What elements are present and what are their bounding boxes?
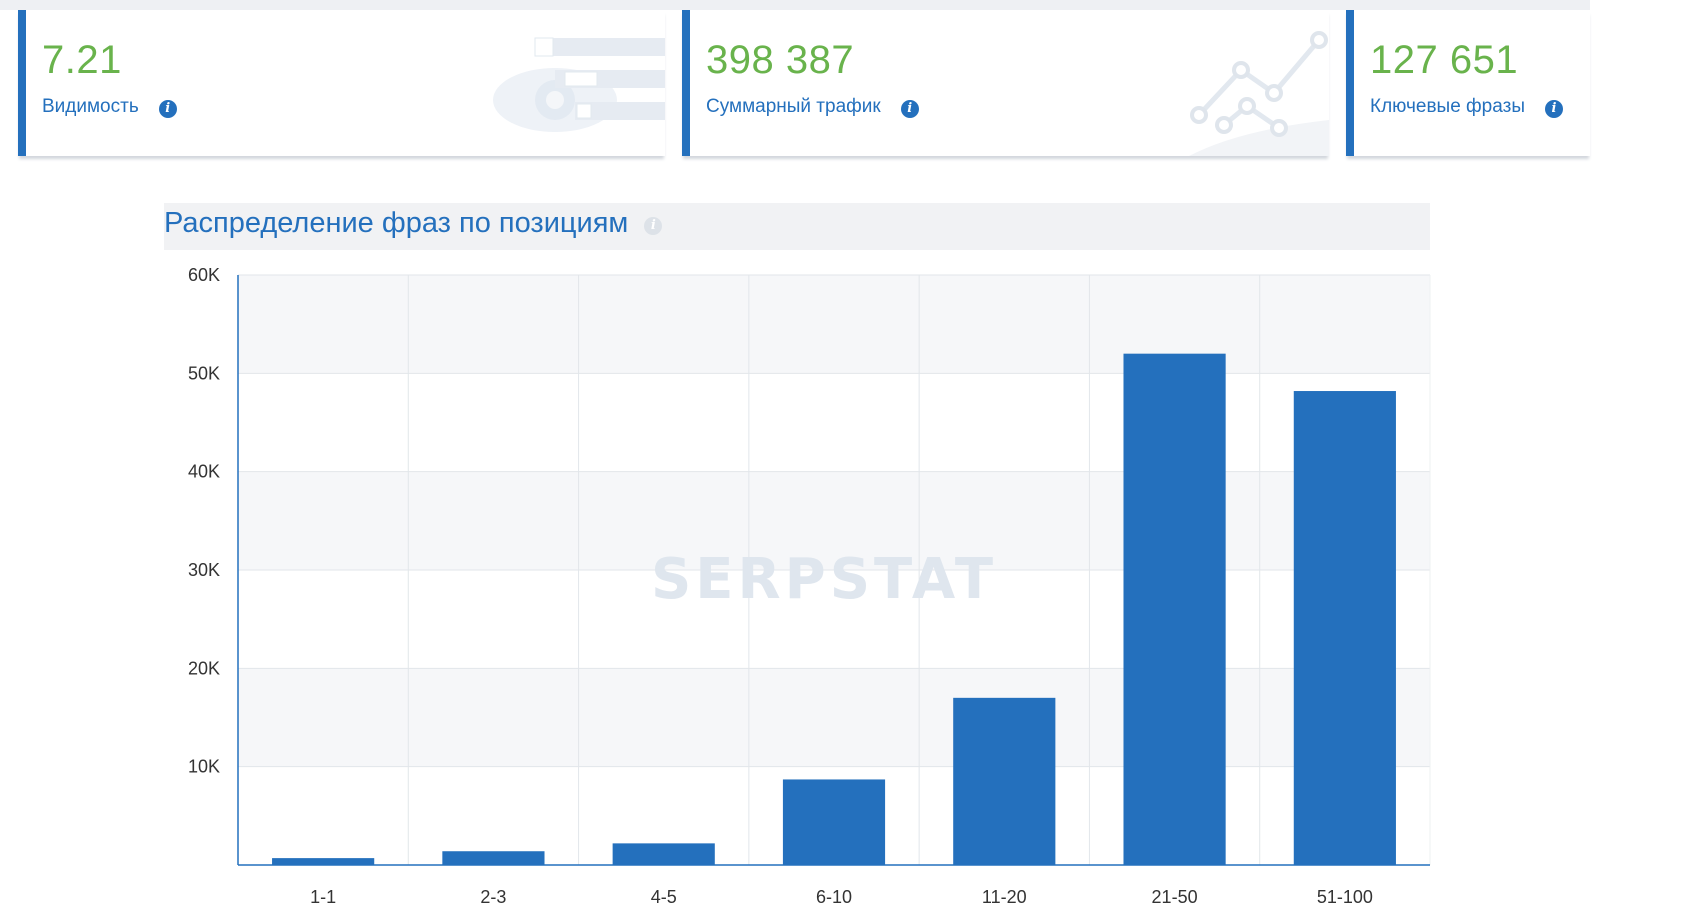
keywords-label-row: Ключевые фразы i: [1370, 96, 1563, 118]
x-tick-label: 21-50: [1152, 887, 1198, 907]
plot-background: [238, 275, 1430, 865]
bars: [272, 353, 1396, 865]
chart-axes: [237, 275, 1430, 866]
y-tick-label: 40K: [188, 462, 220, 482]
serpstat-watermark: SERPSTAT: [651, 547, 997, 612]
bar: [953, 697, 1056, 865]
top-strip: [0, 0, 1590, 10]
plot-band: [238, 471, 1430, 570]
x-tick-label: 51-100: [1317, 887, 1373, 907]
plot-band: [238, 275, 1430, 374]
traffic-value: 398 387: [706, 38, 855, 82]
bar: [1293, 391, 1396, 865]
chart-header: Распределение фраз по позициям i: [164, 203, 1430, 250]
info-icon[interactable]: i: [1544, 100, 1563, 118]
bar: [272, 858, 375, 865]
y-tick-label: 50K: [188, 363, 220, 383]
x-tick-label: 2-3: [480, 887, 506, 907]
x-tick-label: 11-20: [982, 887, 1027, 907]
eye-bars-deco-icon: [493, 37, 665, 132]
chart-title-row: Распределение фраз по позициям i: [164, 207, 663, 240]
bar: [1123, 353, 1226, 865]
visibility-card[interactable]: 7.21 Видимость i: [18, 10, 665, 156]
traffic-label: Суммарный трафик: [706, 96, 881, 117]
y-axis-ticks: 10K 20K 30K 40K 50K 60K: [188, 265, 220, 777]
y-tick-label: 30K: [188, 560, 220, 580]
visibility-label-row: Видимость i: [42, 96, 177, 118]
bar: [612, 843, 715, 865]
visibility-label: Видимость: [42, 96, 139, 117]
chart-title: Распределение фраз по позициям: [164, 207, 629, 239]
visibility-value: 7.21: [42, 38, 122, 82]
traffic-label-row: Суммарный трафик i: [706, 96, 919, 118]
bar: [782, 779, 886, 865]
keywords-value: 127 651: [1370, 38, 1519, 82]
positions-bar-chart: SERPSTAT 10K 20K 30K 40K 50K 60K 1-1 2-3 4-5 6-1…: [188, 265, 1431, 907]
chart-grid: [238, 274, 1431, 865]
x-tick-label: 1-1: [310, 887, 336, 907]
keywords-label: Ключевые фразы: [1370, 96, 1525, 117]
line-chart-deco-icon: [1189, 31, 1329, 156]
y-tick-label: 20K: [188, 658, 220, 678]
info-icon[interactable]: i: [900, 100, 919, 118]
plot-band: [238, 668, 1430, 767]
plot-band: [238, 570, 1430, 669]
plot-band: [238, 373, 1430, 472]
y-tick-label: 10K: [188, 757, 220, 777]
x-axis-ticks: 1-1 2-3 4-5 6-10 11-20 21-50 51-100: [310, 887, 1373, 907]
y-tick-label: 60K: [188, 265, 220, 285]
bar: [442, 851, 545, 865]
x-tick-label: 6-10: [816, 887, 852, 907]
info-icon[interactable]: i: [158, 100, 177, 118]
keywords-card[interactable]: 127 651 Ключевые фразы i: [1346, 10, 1590, 156]
x-tick-label: 4-5: [651, 887, 677, 907]
info-icon[interactable]: i: [644, 217, 663, 235]
traffic-card[interactable]: 398 387 Суммарный трафик i: [682, 10, 1329, 156]
